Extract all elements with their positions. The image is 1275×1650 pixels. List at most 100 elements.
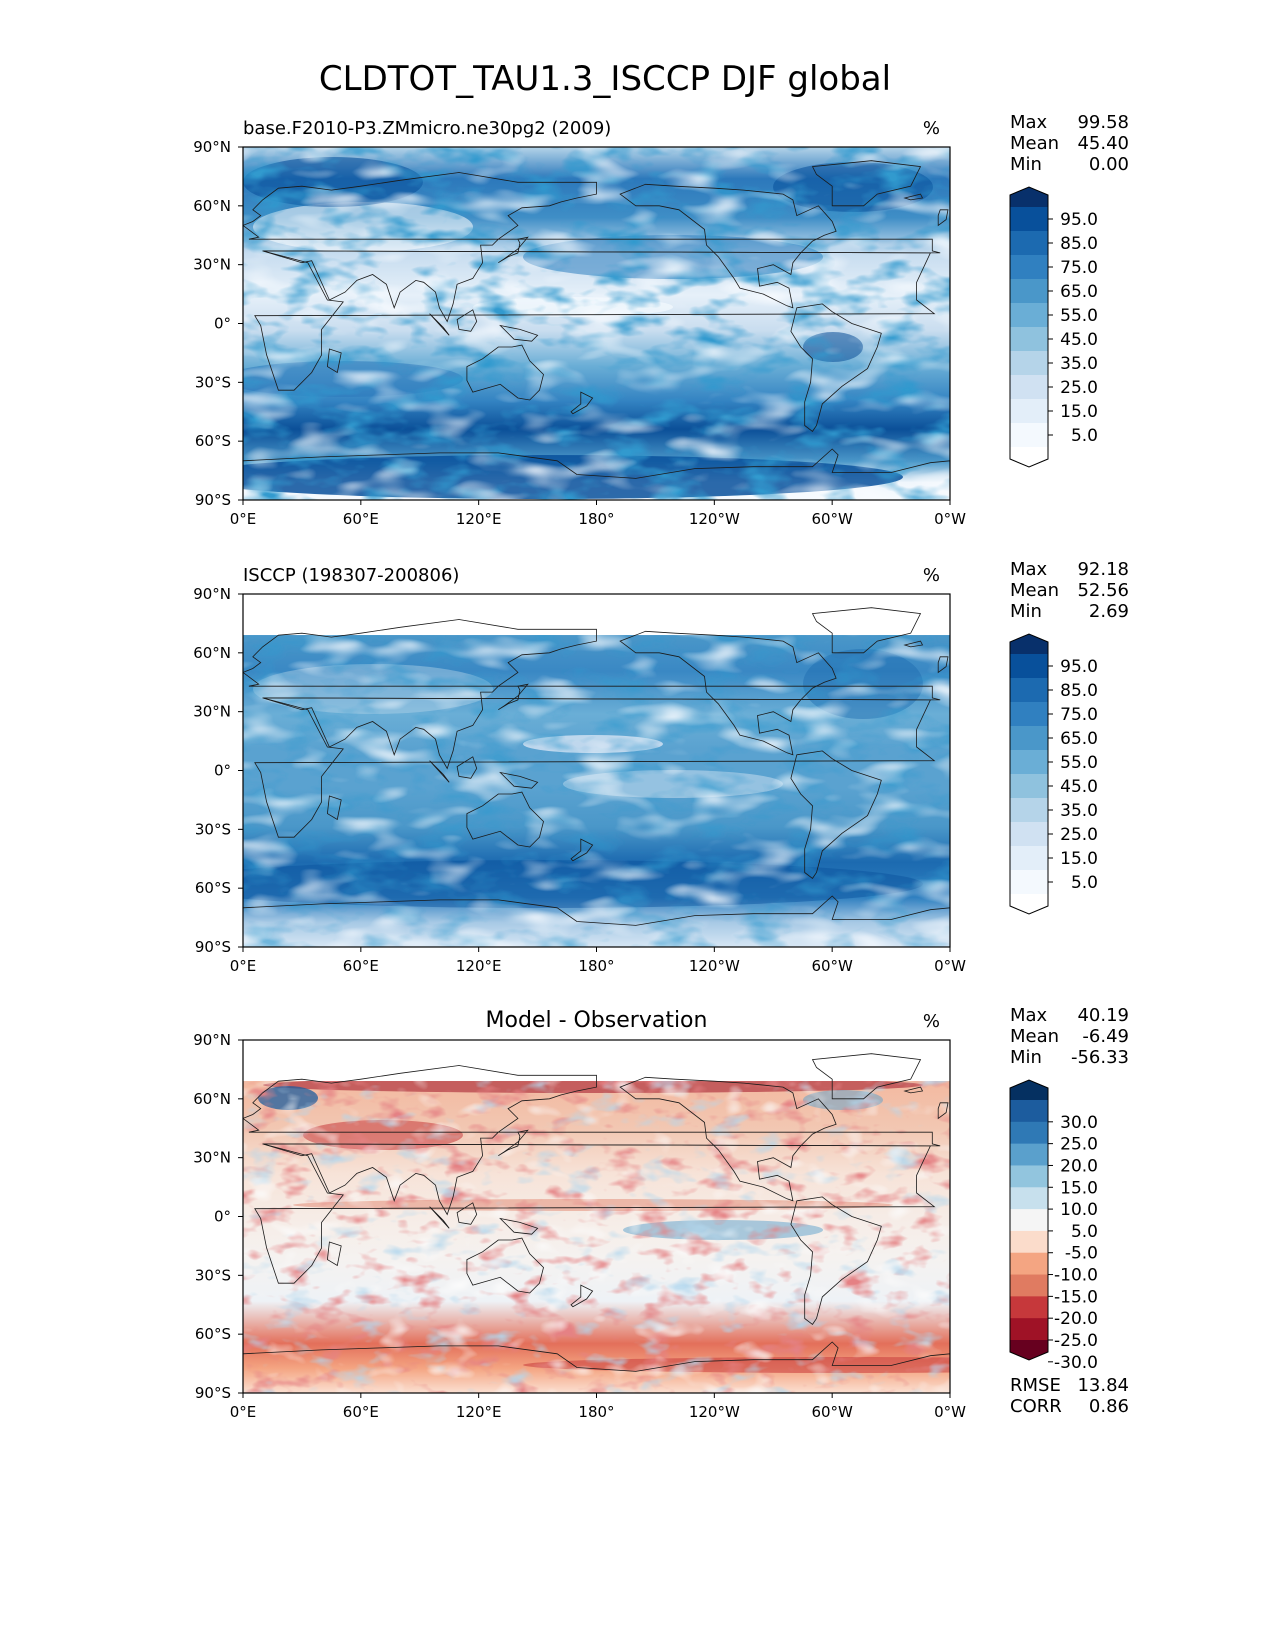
colorbar-tick-label: 85.0 xyxy=(1060,234,1098,254)
map-panel: Model - Observation % 0°E 60°E 120°E 180° 120°… xyxy=(193,1005,1129,1421)
x-tick-label: 0°W xyxy=(934,957,966,975)
colorbar-tick-label: -20.0 xyxy=(1054,1309,1098,1329)
map-panel: ISCCP (198307-200806) % 0°E 60°E 120°E 180° 12… xyxy=(193,559,1129,975)
colorbar-tick-label: 5.0 xyxy=(1071,873,1098,893)
x-tick-label: 120°W xyxy=(689,510,740,528)
stat-label: Max xyxy=(1010,1005,1048,1026)
map-field xyxy=(242,1039,951,1394)
y-tick-label: 90°N xyxy=(193,585,231,603)
colorbar-tick-label: 95.0 xyxy=(1060,657,1098,677)
x-tick-label: 120°E xyxy=(456,1403,502,1421)
panel-subtitle: Model - Observation xyxy=(486,1008,708,1033)
y-tick-label: 30°N xyxy=(193,703,231,721)
x-tick-label: 0°E xyxy=(230,957,257,975)
stat-label: CORR xyxy=(1010,1396,1062,1417)
stat-label: Max xyxy=(1010,112,1048,133)
x-tick-label: 60°E xyxy=(343,510,379,528)
x-tick-label: 60°W xyxy=(811,957,853,975)
stat-label: Max xyxy=(1010,559,1048,580)
y-tick-label: 0° xyxy=(214,1208,231,1226)
stat-value: -56.33 xyxy=(1071,1047,1129,1068)
y-tick-label: 90°N xyxy=(193,1031,231,1049)
colorbar-tick-label: 5.0 xyxy=(1071,426,1098,446)
y-tick-label: 90°N xyxy=(193,138,231,156)
y-tick-label: 90°S xyxy=(195,491,231,509)
x-tick-label: 0°W xyxy=(934,510,966,528)
map-panel: base.F2010-P3.ZMmicro.ne30pg2 (2009) % 0°E… xyxy=(193,112,1129,528)
colorbar-tick-label: 65.0 xyxy=(1060,729,1098,749)
x-tick-label: 0°E xyxy=(230,1403,257,1421)
colorbar-tick-label: -5.0 xyxy=(1065,1244,1098,1264)
x-tick-label: 180° xyxy=(578,1403,614,1421)
colorbar-tick-label: 35.0 xyxy=(1060,354,1098,374)
x-tick-label: 0°W xyxy=(934,1403,966,1421)
y-tick-label: 60°S xyxy=(195,1325,231,1343)
stat-label: Mean xyxy=(1010,1026,1059,1047)
stat-value: 0.86 xyxy=(1089,1396,1129,1417)
y-tick-label: 30°N xyxy=(193,256,231,274)
figure-title: CLDTOT_TAU1.3_ISCCP DJF global xyxy=(319,59,891,99)
x-tick-label: 60°E xyxy=(343,1403,379,1421)
colorbar-tick-label: 55.0 xyxy=(1060,306,1098,326)
stat-value: 92.18 xyxy=(1077,559,1129,580)
colorbar-tick-label: 5.0 xyxy=(1071,1222,1098,1242)
y-tick-label: 60°N xyxy=(193,1090,231,1108)
panel-units: % xyxy=(923,1011,940,1032)
x-tick-label: 120°W xyxy=(689,957,740,975)
colorbar-tick-label: -25.0 xyxy=(1054,1331,1098,1351)
colorbar-tick-label: 25.0 xyxy=(1060,1135,1098,1155)
y-tick-label: 30°S xyxy=(195,373,231,391)
y-tick-label: 30°N xyxy=(193,1149,231,1167)
y-tick-label: 30°S xyxy=(195,820,231,838)
colorbar-tick-label: 10.0 xyxy=(1060,1200,1098,1220)
stat-label: Mean xyxy=(1010,133,1059,154)
map-field xyxy=(242,146,951,501)
colorbar-tick-label: 95.0 xyxy=(1060,210,1098,230)
y-tick-label: 60°N xyxy=(193,197,231,215)
colorbar-tick-label: -30.0 xyxy=(1054,1353,1098,1373)
stat-value: 0.00 xyxy=(1089,154,1129,175)
stat-value: 40.19 xyxy=(1077,1005,1129,1026)
y-tick-label: 90°S xyxy=(195,938,231,956)
panel-units: % xyxy=(923,565,940,586)
x-tick-label: 60°E xyxy=(343,957,379,975)
y-tick-label: 0° xyxy=(214,315,231,333)
coastlines xyxy=(243,607,950,947)
x-tick-label: 120°E xyxy=(456,510,502,528)
colorbar-tick-label: 45.0 xyxy=(1060,330,1098,350)
colorbar-tick-label: 85.0 xyxy=(1060,681,1098,701)
colorbar-tick-label: 25.0 xyxy=(1060,378,1098,398)
panel-subtitle: ISCCP (198307-200806) xyxy=(243,565,459,586)
panel-units: % xyxy=(923,118,940,139)
colorbar-tick-label: 65.0 xyxy=(1060,282,1098,302)
x-tick-label: 0°E xyxy=(230,510,257,528)
colorbar-tick-label: 15.0 xyxy=(1060,402,1098,422)
map-field xyxy=(242,593,951,948)
colorbar-tick-label: 55.0 xyxy=(1060,753,1098,773)
stat-value: 2.69 xyxy=(1089,601,1129,622)
x-tick-label: 60°W xyxy=(811,510,853,528)
y-tick-label: 30°S xyxy=(195,1266,231,1284)
stat-label: Min xyxy=(1010,601,1042,622)
stat-value: 45.40 xyxy=(1077,133,1129,154)
colorbar-tick-label: 30.0 xyxy=(1060,1113,1098,1133)
colorbar-tick-label: 20.0 xyxy=(1060,1156,1098,1176)
colorbar-tick-label: 75.0 xyxy=(1060,258,1098,278)
colorbar-tick-label: -15.0 xyxy=(1054,1287,1098,1307)
stat-value: 99.58 xyxy=(1077,112,1129,133)
colorbar-tick-label: 25.0 xyxy=(1060,825,1098,845)
x-tick-label: 120°W xyxy=(689,1403,740,1421)
colorbar: 95.0 85.0 75.0 65.0 55.0 45.0 35.0 25.0 15.0 5.0 xyxy=(1009,186,1098,468)
stat-label: Mean xyxy=(1010,580,1059,601)
coastlines xyxy=(243,1053,950,1393)
colorbar: 95.0 85.0 75.0 65.0 55.0 45.0 35.0 25.0 15.0 5.0 xyxy=(1009,633,1098,915)
x-tick-label: 180° xyxy=(578,510,614,528)
coastlines xyxy=(243,160,950,500)
y-tick-label: 60°S xyxy=(195,879,231,897)
y-tick-label: 0° xyxy=(214,762,231,780)
stat-value: 52.56 xyxy=(1077,580,1129,601)
stat-value: -6.49 xyxy=(1082,1026,1129,1047)
colorbar-tick-label: -10.0 xyxy=(1054,1266,1098,1286)
colorbar: 30.025.020.015.010.05.0-5.0-10.0-15.0-20… xyxy=(1009,1079,1098,1373)
